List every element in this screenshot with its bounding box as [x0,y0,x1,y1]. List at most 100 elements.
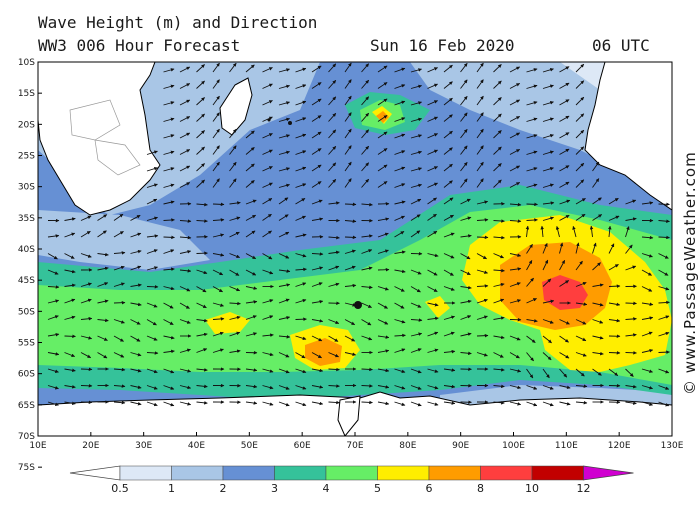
wave-direction-arrow [229,62,237,73]
wave-direction-arrow [163,150,175,155]
wave-direction-arrow [542,259,549,271]
wave-direction-arrow [509,299,521,304]
longitude-tick-label: 10E [29,441,46,451]
wave-direction-arrow [80,282,92,287]
wave-direction-arrow [163,218,175,222]
wave-direction-arrow [328,63,337,73]
wave-direction-arrow [361,112,370,122]
wave-direction-arrow [526,260,533,271]
wave-direction-arrow [146,198,158,205]
wave-direction-arrow [575,198,586,205]
wave-direction-arrow [410,101,422,106]
wave-direction-arrow [146,368,158,374]
latitude-axis: 10S 15S 20S 25S 30S 35S 40S 45S 50S 55S 60S 65S 70S 7… [18,58,42,473]
wave-direction-arrow [394,348,406,353]
colorbar-segment [274,465,327,481]
wave-direction-arrow [212,286,223,293]
wave-direction-arrow [427,286,438,292]
wave-direction-arrow [460,269,471,276]
wave-direction-arrow [427,67,438,73]
wave-direction-arrow [443,97,453,106]
wave-direction-arrow [476,79,484,89]
wave-direction-arrow [625,199,637,205]
wave-direction-arrow [163,385,175,390]
africa-borders [69,99,121,141]
wave-direction-arrow [625,384,637,389]
wave-direction-arrow [658,300,670,305]
wave-direction-arrow [493,219,505,223]
wave-direction-arrow [427,213,437,221]
colorbar-segment [377,465,430,481]
longitude-tick-label: 20E [82,441,99,451]
latitude-tick-label: 20S [18,120,35,130]
colorbar-label: 8 [477,482,484,495]
wave-direction-arrow [113,335,124,342]
wave-direction-arrow [377,115,388,122]
wave-direction-arrow [146,302,158,308]
wave-direction-arrow [493,64,502,73]
wave-direction-arrow [163,235,175,240]
wave-direction-arrow [377,65,388,73]
wave-direction-arrow [625,217,637,221]
wave-direction-arrow [295,401,307,407]
wave-direction-arrow [575,179,585,188]
wave-direction-arrow [427,182,438,188]
wave-direction-arrow [476,128,484,139]
wave-direction-arrow [146,150,158,155]
wave-direction-arrow [608,302,621,307]
wave-direction-arrow [542,84,554,89]
wave-direction-arrow [443,114,453,122]
wave-direction-arrow [526,298,537,304]
wave-direction-arrow [245,130,255,139]
wave-direction-arrow [245,332,257,337]
wave-direction-arrow [526,385,538,390]
wave-direction-arrow [592,214,603,221]
wave-direction-arrow [394,200,406,205]
wave-direction-arrow [559,385,571,390]
wave-direction-arrow [361,145,370,155]
wave-direction-arrow [427,253,439,258]
wave-direction-arrow [344,302,357,307]
wave-direction-arrow [559,352,570,359]
wave-direction-arrow [608,368,619,376]
wave-direction-arrow [295,100,307,106]
wave-direction-arrow [196,113,205,122]
wave-direction-arrow [377,82,388,89]
wave-direction-arrow [443,214,454,221]
wave-direction-arrow [179,368,192,373]
wave-direction-arrow [427,197,437,205]
wave-direction-arrow [47,315,59,320]
wave-direction-arrow [262,385,274,390]
wave-direction-arrow [460,216,472,221]
wave-direction-arrow [311,181,322,188]
wave-direction-arrow [526,401,538,407]
wave-direction-arrow [179,83,191,89]
wave-direction-arrow [113,213,124,221]
wave-direction-arrow [113,367,126,372]
wave-direction-arrow [555,225,560,238]
wave-direction-arrow [509,219,522,223]
wave-direction-arrow [196,146,205,155]
wave-direction-arrow [460,332,472,337]
wave-direction-arrow [608,243,615,254]
wave-direction-arrow [575,129,585,139]
wave-direction-arrow [410,167,422,172]
wave-direction-arrow [212,202,225,207]
wave-direction-arrow [526,218,538,222]
wave-direction-arrow [443,368,456,372]
wave-direction-arrow [262,230,272,238]
wave-direction-arrow [509,385,522,390]
wave-direction-arrow [196,302,207,309]
wave-direction-arrow [377,148,388,155]
wave-direction-arrow [328,367,340,372]
wave-direction-arrow [460,178,468,188]
wave-direction-arrow [559,368,568,378]
wave-direction-arrow [575,281,587,287]
wave-direction-arrow [443,286,455,291]
wave-direction-arrow [410,269,422,275]
colorbar-label: 6 [426,482,433,495]
wave-direction-arrow [427,100,438,106]
wave-direction-arrow [278,368,290,374]
longitude-tick-label: 130E [661,441,684,451]
wave-direction-arrow [295,215,306,221]
